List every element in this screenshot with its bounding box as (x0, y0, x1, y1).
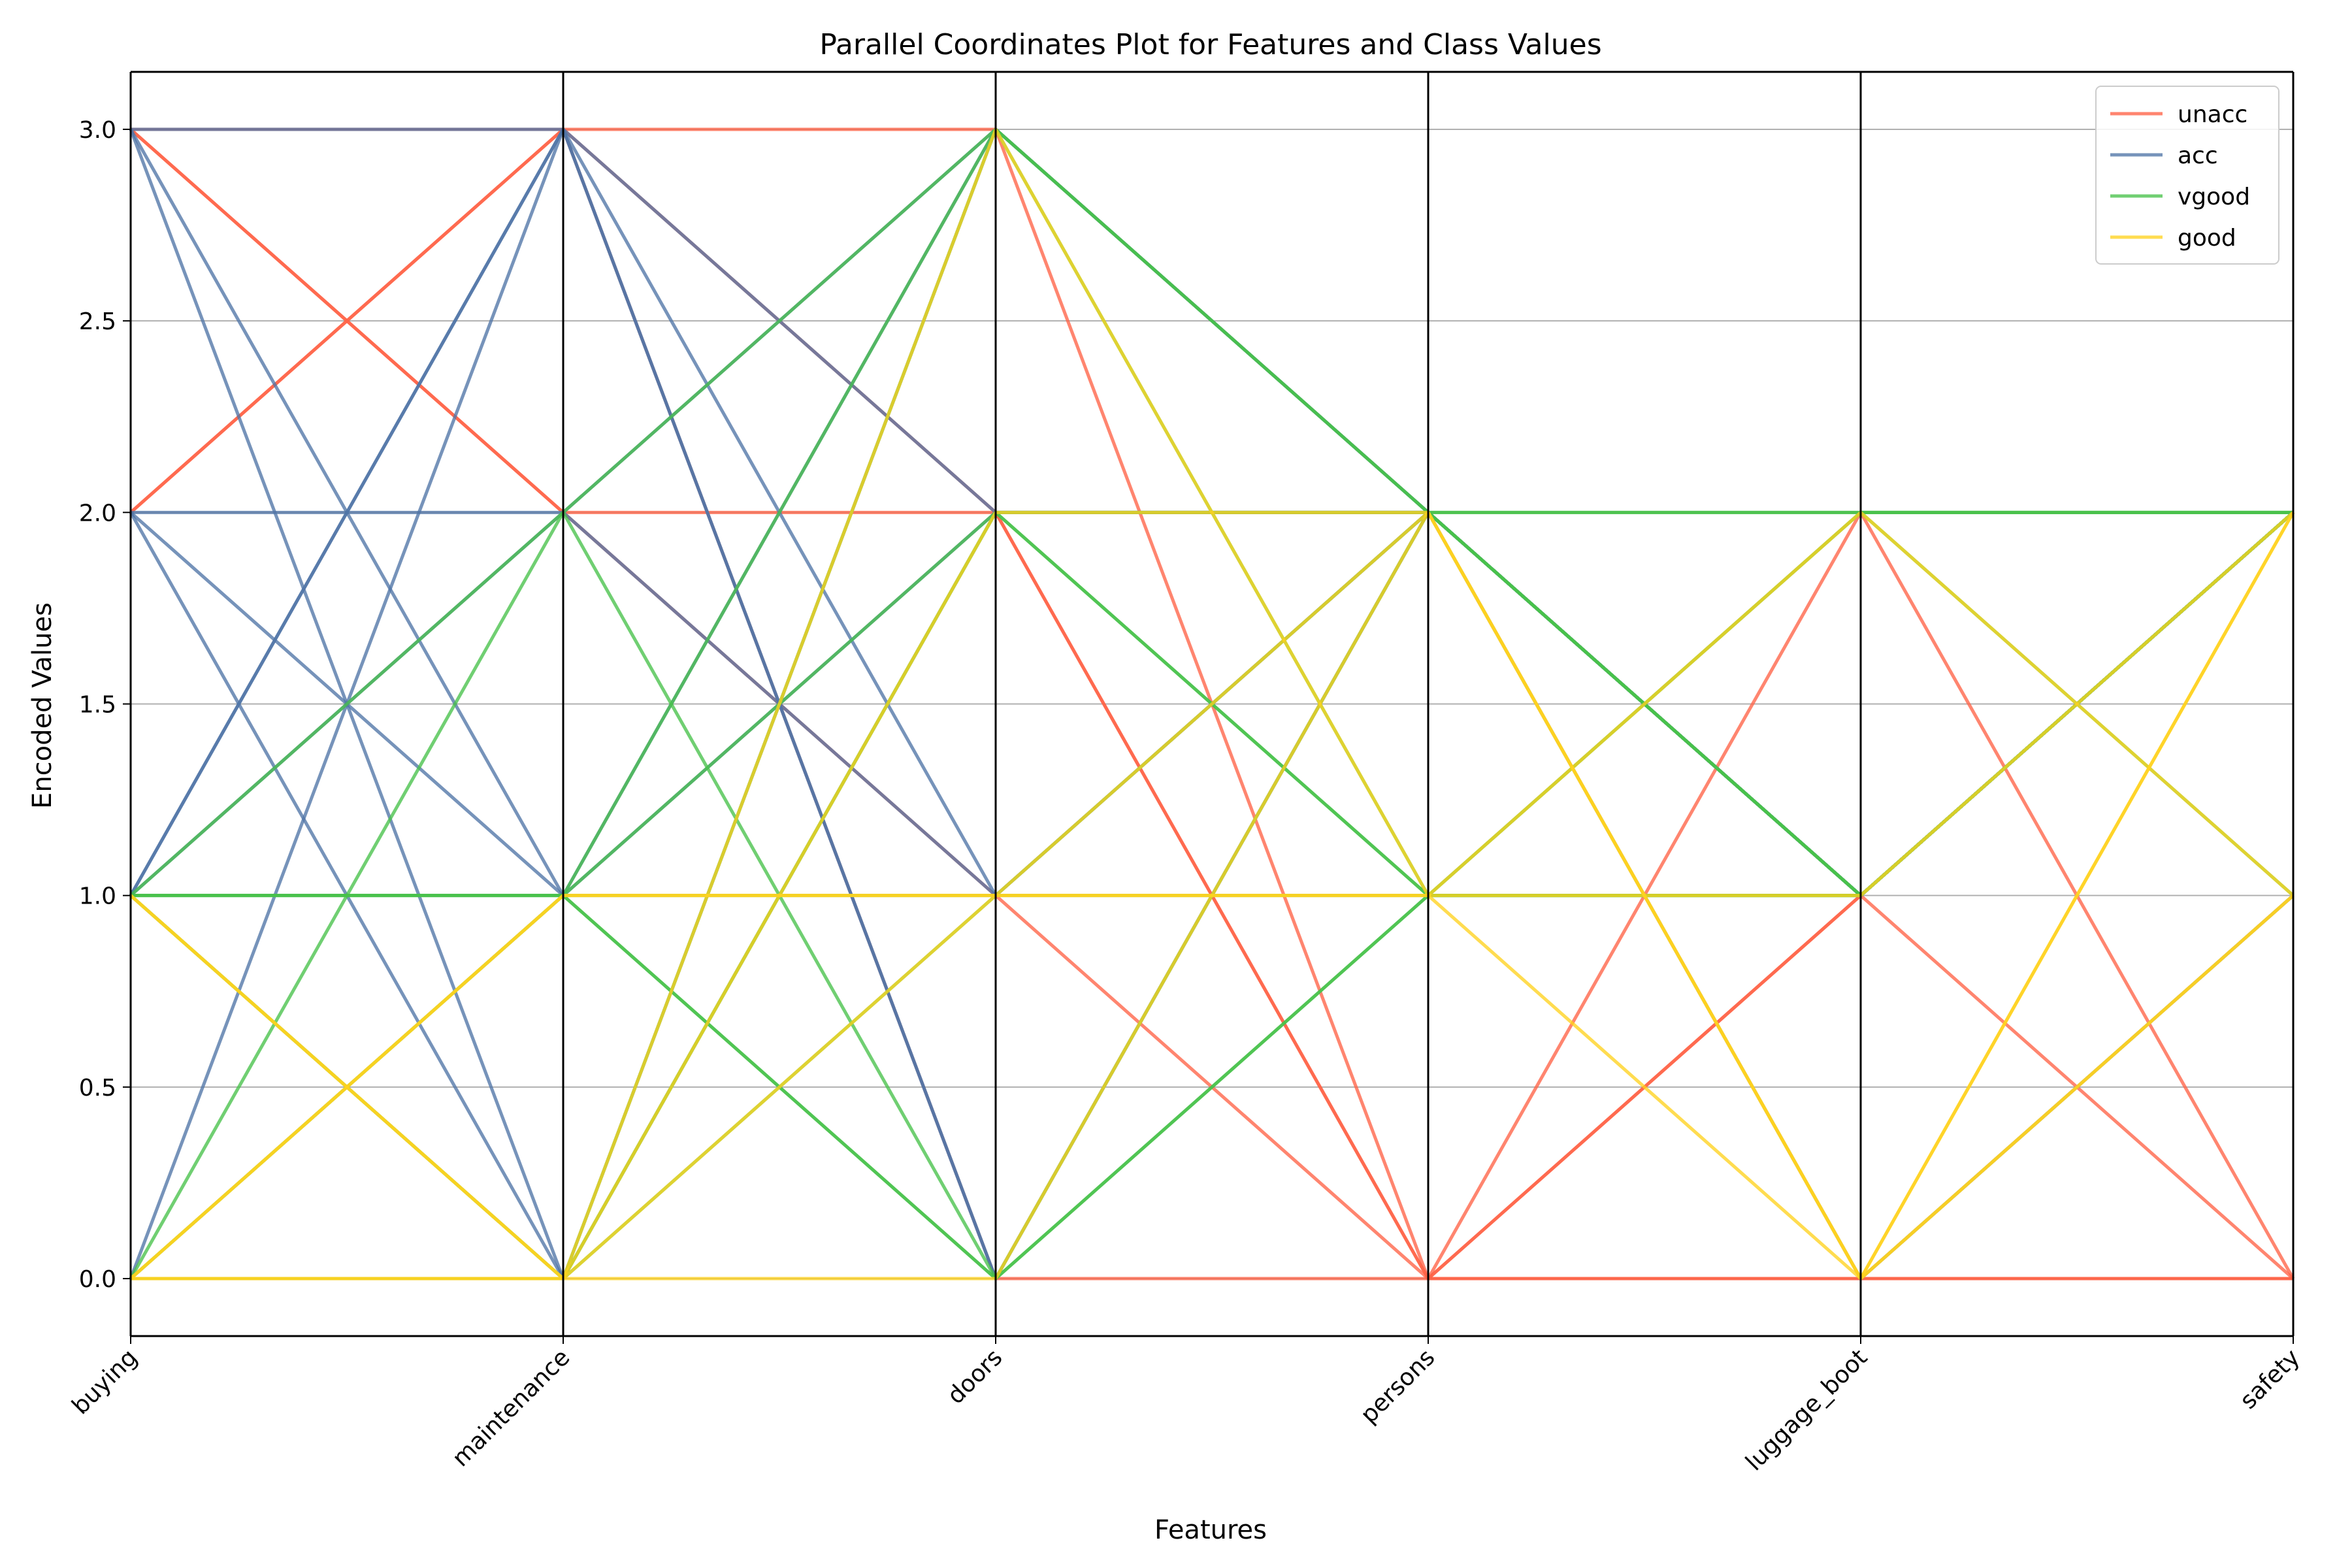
y-tick-label: 2.5 (79, 308, 116, 335)
series-line-good (131, 511, 2295, 1281)
feature-label-persons: persons (1356, 1344, 1441, 1429)
y-tick-label: 3.0 (79, 117, 116, 144)
x-axis-label: Features (1154, 1515, 1267, 1545)
legend-box (2095, 86, 2279, 265)
y-ticks: 0.0 0.5 1.0 1.5 2.0 2.5 3.0 (79, 117, 131, 1293)
series-line-good (129, 510, 2295, 1281)
legend-label-vgood: vgood (2178, 184, 2250, 210)
y-tick-label: 0.5 (79, 1075, 116, 1102)
feature-labels: buying maintenance doors persons luggage_boo… (67, 1344, 2306, 1476)
legend-label-good: good (2178, 225, 2236, 252)
y-tick-label: 0.0 (79, 1266, 116, 1293)
series-lines (129, 127, 2295, 1281)
legend-label-acc: acc (2178, 142, 2218, 169)
feature-label-doors: doors (942, 1344, 1007, 1409)
feature-label-maintenance: maintenance (448, 1344, 576, 1472)
feature-label-luggage_boot: luggage_boot (1740, 1344, 1872, 1476)
legend: unacc acc vgood good (2095, 86, 2279, 265)
feature-label-safety: safety (2235, 1344, 2306, 1414)
y-tick-label: 1.0 (79, 883, 116, 910)
series-line-unacc (129, 127, 2293, 1281)
legend-label-unacc: unacc (2178, 101, 2247, 128)
y-tick-label: 1.5 (79, 692, 116, 719)
chart-title: Parallel Coordinates Plot for Features a… (819, 28, 1601, 61)
y-axis-label: Encoded Values (27, 602, 57, 809)
feature-label-buying: buying (67, 1344, 143, 1420)
y-tick-label: 2.0 (79, 500, 116, 527)
